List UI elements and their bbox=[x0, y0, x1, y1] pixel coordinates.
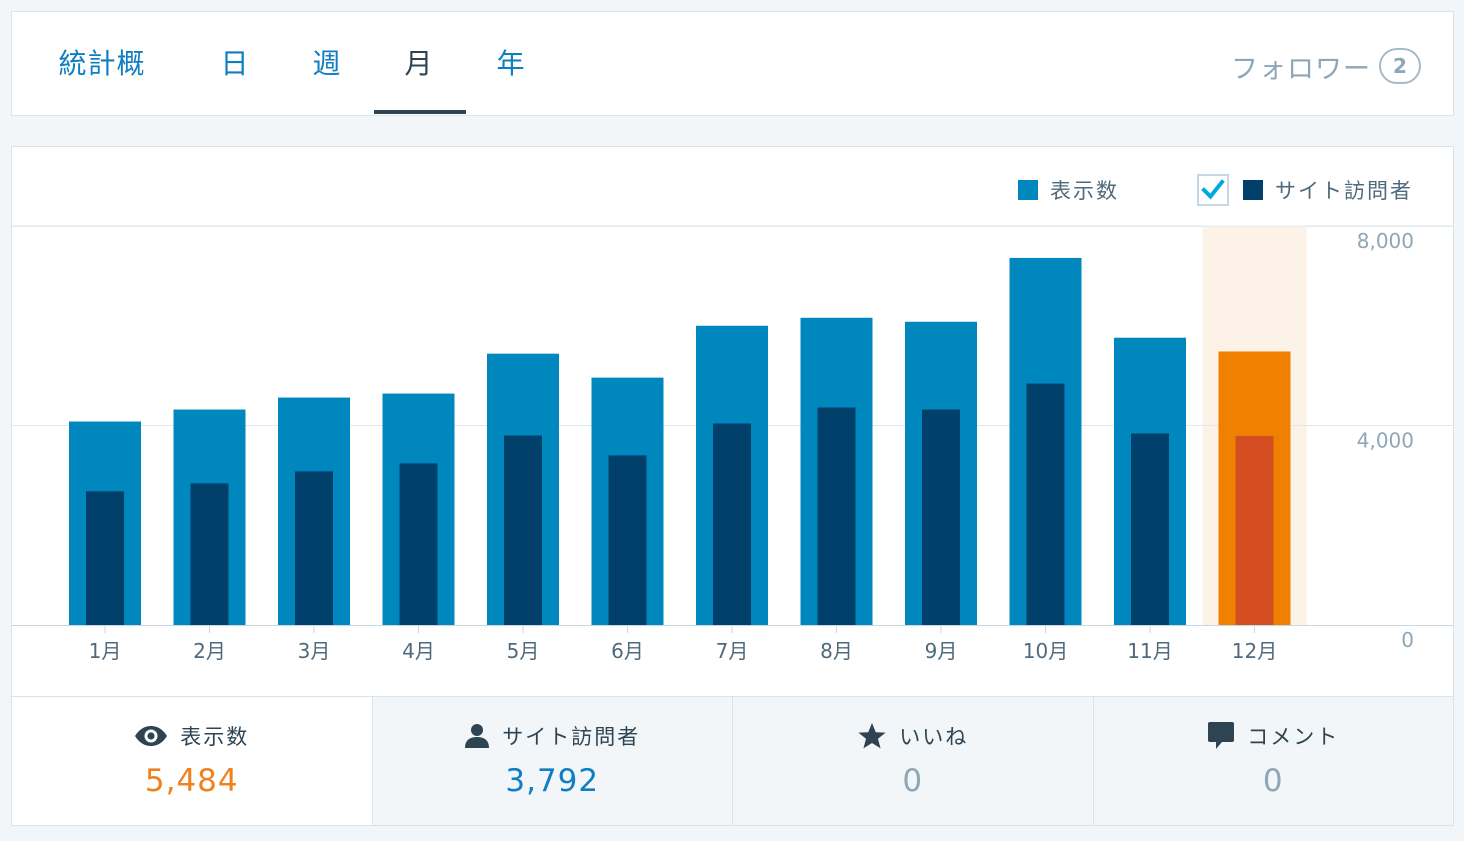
stat-tab-visitors[interactable]: サイト訪問者 3,792 bbox=[371, 697, 732, 825]
stat-label-comments: コメント bbox=[1247, 725, 1340, 749]
stat-value-comments: 0 bbox=[1262, 763, 1284, 799]
x-tick-label: 2月 bbox=[193, 639, 226, 663]
visitors-bar[interactable] bbox=[86, 491, 124, 625]
active-tab-indicator bbox=[374, 110, 466, 114]
visitors-bar[interactable] bbox=[817, 407, 856, 625]
visitors-bar[interactable] bbox=[190, 483, 229, 625]
legend-swatch-visitors bbox=[1243, 180, 1263, 200]
stat-tab-views[interactable]: 表示数 5,484 bbox=[12, 697, 372, 825]
x-tick-label: 9月 bbox=[925, 639, 958, 663]
x-tick-label: 4月 bbox=[402, 639, 435, 663]
visitors-bar[interactable] bbox=[713, 423, 751, 625]
checkmark-icon bbox=[1201, 179, 1225, 200]
person-icon bbox=[465, 724, 490, 748]
visitors-bar[interactable] bbox=[608, 455, 647, 625]
followers-count-badge: 2 bbox=[1379, 48, 1421, 84]
tab-years[interactable]: 年 bbox=[496, 47, 526, 80]
comment-icon bbox=[1208, 722, 1235, 749]
tab-weeks[interactable]: 週 bbox=[312, 47, 342, 80]
legend-item-views: 表示数 bbox=[1018, 175, 1119, 205]
visitors-bar[interactable] bbox=[1131, 433, 1169, 625]
visitors-toggle-checkbox[interactable] bbox=[1197, 174, 1229, 206]
legend-label-views: 表示数 bbox=[1050, 179, 1119, 203]
visitors-bar[interactable] bbox=[1235, 435, 1274, 625]
tab-months[interactable]: 月 bbox=[404, 47, 434, 80]
y-tick-label: 8,000 bbox=[1357, 229, 1414, 253]
visitors-bar[interactable] bbox=[399, 463, 438, 625]
legend-label-visitors: サイト訪問者 bbox=[1275, 179, 1413, 203]
stats-chart-card: 表示数 サイト訪問者 1月 2月 3月 4月 5月 6月 7月 8月 9月 10月 11月 12月 0 4… bbox=[11, 146, 1454, 826]
tab-days[interactable]: 日 bbox=[220, 47, 250, 80]
x-tick-label: 8月 bbox=[820, 639, 853, 663]
stat-label-visitors: サイト訪問者 bbox=[502, 725, 641, 749]
x-tick-label: 3月 bbox=[298, 639, 331, 663]
visitors-bar[interactable] bbox=[1026, 383, 1065, 625]
monthly-bar-chart: 1月 2月 3月 4月 5月 6月 7月 8月 9月 10月 11月 12月 0 4,000 8,000 bbox=[12, 225, 1453, 663]
x-tick-label: 10月 bbox=[1023, 639, 1068, 663]
visitors-bar[interactable] bbox=[295, 471, 333, 625]
visitors-bar[interactable] bbox=[922, 409, 960, 625]
x-tick-label: 7月 bbox=[716, 639, 749, 663]
followers-link[interactable]: フォロワー 2 bbox=[1231, 48, 1421, 85]
star-icon bbox=[858, 723, 886, 749]
stat-tab-comments[interactable]: コメント 0 bbox=[1092, 697, 1453, 825]
stat-value-visitors: 3,792 bbox=[505, 763, 600, 799]
y-tick-label: 4,000 bbox=[1357, 429, 1414, 453]
visitors-bar[interactable] bbox=[504, 435, 542, 625]
legend-item-visitors: サイト訪問者 bbox=[1243, 175, 1413, 205]
x-tick-label: 6月 bbox=[611, 639, 644, 663]
stat-label-likes: いいね bbox=[899, 725, 969, 749]
tab-insights[interactable]: 統計概要 bbox=[58, 47, 146, 183]
stat-value-likes: 0 bbox=[902, 763, 924, 799]
stat-value-views: 5,484 bbox=[144, 763, 239, 799]
y-tick-label: 0 bbox=[1401, 628, 1414, 652]
x-tick-label: 1月 bbox=[89, 639, 122, 663]
legend-swatch-views bbox=[1018, 180, 1038, 200]
x-tick-label: 11月 bbox=[1127, 639, 1172, 663]
stats-summary-tabs: 表示数 5,484 サイト訪問者 3,792 いいね 0 bbox=[12, 696, 1453, 825]
stat-tab-likes[interactable]: いいね 0 bbox=[732, 697, 1093, 825]
stat-label-views: 表示数 bbox=[180, 725, 250, 749]
x-tick-label: 12月 bbox=[1232, 639, 1277, 663]
eye-icon bbox=[135, 726, 168, 746]
x-tick-label: 5月 bbox=[507, 639, 540, 663]
followers-label: フォロワー bbox=[1231, 53, 1371, 85]
chart-legend: 表示数 サイト訪問者 bbox=[1018, 174, 1413, 206]
stats-period-nav: 統計概要 日 週 月 年 フォロワー 2 bbox=[11, 11, 1454, 183]
